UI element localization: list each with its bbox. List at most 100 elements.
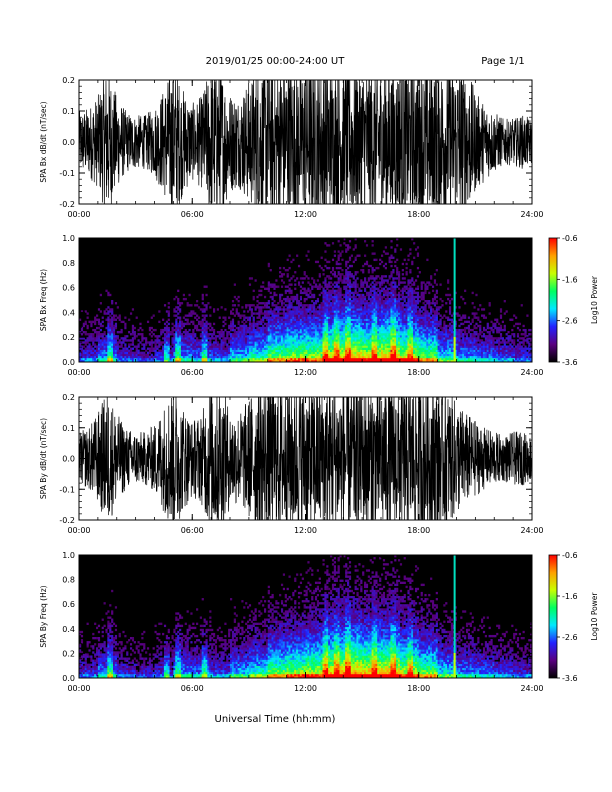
spectrogram-cell xyxy=(418,345,421,348)
spectrogram-cell xyxy=(347,308,350,311)
spectrogram-cell xyxy=(254,337,257,340)
spectrogram-cell xyxy=(303,318,306,321)
spectrogram-cell xyxy=(282,302,286,305)
spectrogram-cell xyxy=(318,324,321,328)
spectrogram-cell xyxy=(241,320,244,324)
spectrogram-cell xyxy=(377,293,380,297)
spectrogram-cell xyxy=(111,310,114,313)
spectrogram-cell xyxy=(367,322,370,326)
spectrogram-cell xyxy=(375,304,378,307)
spectrogram-cell xyxy=(369,283,372,286)
spectrogram-cell xyxy=(392,320,395,324)
spectrogram-cell xyxy=(103,353,106,357)
spectrogram-cell xyxy=(407,351,410,355)
spectrogram-cell xyxy=(299,324,303,328)
spectrogram-cell xyxy=(411,291,414,295)
spectrogram-cell xyxy=(365,357,369,361)
spectrogram-cell xyxy=(324,312,327,315)
spectrogram-cell xyxy=(284,349,287,352)
spectrogram-cell xyxy=(386,252,389,255)
spectrogram-cell xyxy=(324,281,327,284)
spectrogram-cell xyxy=(339,302,342,305)
spectrogram-cell xyxy=(220,355,223,359)
spectrogram-cell xyxy=(328,324,331,328)
spectrogram-cell xyxy=(292,331,295,334)
spectrogram-cell xyxy=(154,349,157,352)
spectrogram-cell xyxy=(413,320,416,324)
spectrogram-cell xyxy=(196,355,199,359)
spectrogram-cell xyxy=(330,324,333,328)
spectrogram-cell xyxy=(263,359,267,363)
spectrogram-cell xyxy=(384,318,387,321)
spectrogram-cell xyxy=(224,347,227,350)
spectrogram-cell xyxy=(365,285,369,288)
spectrogram-cell xyxy=(245,331,248,334)
spectrogram-cell xyxy=(356,277,359,280)
spectrogram-cell xyxy=(362,269,365,272)
spectrogram-cell xyxy=(364,300,367,303)
spectrogram-cell xyxy=(186,314,189,317)
spectrogram-cell xyxy=(271,359,274,363)
spectrogram-cell xyxy=(92,337,95,340)
spectrogram-cell xyxy=(222,355,225,359)
spectrogram-cell xyxy=(318,318,321,321)
spectrogram-cell xyxy=(339,333,342,336)
spectrogram-cell xyxy=(397,335,401,338)
spectrogram-cell xyxy=(254,345,257,348)
spectrogram-cell xyxy=(377,331,380,334)
spectrogram-cell xyxy=(235,331,238,334)
spectrogram-cell xyxy=(369,304,372,307)
spectrogram-cell xyxy=(173,359,176,363)
spectrogram-cell xyxy=(305,297,308,301)
spectrogram-cell xyxy=(86,333,89,336)
spectrogram-cell xyxy=(318,264,321,268)
spectrogram-cell xyxy=(388,297,391,301)
spectrogram-cell xyxy=(275,339,278,342)
spectrogram-cell xyxy=(237,347,240,350)
spectrogram-cell xyxy=(169,359,172,363)
spectrogram-cell xyxy=(239,316,242,319)
spectrogram-cell xyxy=(262,353,265,357)
spectrogram-cell xyxy=(220,335,223,338)
spectrogram-cell xyxy=(222,351,225,355)
spectrogram-cell xyxy=(399,293,403,297)
spectrogram-cell xyxy=(163,339,167,342)
spectrogram-cell xyxy=(324,339,327,342)
spectrogram-cell xyxy=(245,351,248,355)
spectrogram-cell xyxy=(337,279,340,282)
spectrogram-cell xyxy=(352,347,355,350)
spectrogram-cell xyxy=(328,300,331,303)
spectrogram-cell xyxy=(373,258,376,262)
spectrogram-cell xyxy=(228,337,231,340)
spectrogram-cell xyxy=(148,343,152,346)
spectrogram-cell xyxy=(95,347,99,350)
spectrogram-cell xyxy=(411,308,414,311)
spectrogram-cell xyxy=(414,324,418,328)
spectrogram-cell xyxy=(373,355,376,359)
spectrogram-cell xyxy=(286,353,289,357)
spectrogram-cell xyxy=(352,260,355,264)
spectrogram-cell xyxy=(392,308,395,311)
spectrogram-cell xyxy=(179,302,182,305)
spectrogram-cell xyxy=(129,347,133,350)
spectrogram-cell xyxy=(188,304,191,307)
spectrogram-cell xyxy=(379,258,382,262)
spectrogram-cell xyxy=(347,275,350,278)
spectrogram-cell xyxy=(275,285,278,288)
spectrogram-cell xyxy=(277,337,280,340)
spectrogram-cell xyxy=(309,322,312,326)
spectrogram-cell xyxy=(246,357,250,361)
spectrogram-cell xyxy=(275,324,278,328)
spectrogram-cell xyxy=(330,328,333,332)
spectrogram-cell xyxy=(335,355,338,359)
spectrogram-cell xyxy=(365,316,369,319)
spectrogram-cell xyxy=(180,324,184,328)
spectrogram-cell xyxy=(409,339,412,342)
spectrogram-cell xyxy=(394,320,397,324)
spectrogram-cell xyxy=(367,271,370,274)
spectrogram-cell xyxy=(314,351,318,355)
spectrogram-cell xyxy=(286,300,289,303)
spectrogram-cell xyxy=(190,357,193,361)
spectrogram-cell xyxy=(269,335,272,338)
spectrogram-cell xyxy=(299,331,303,334)
